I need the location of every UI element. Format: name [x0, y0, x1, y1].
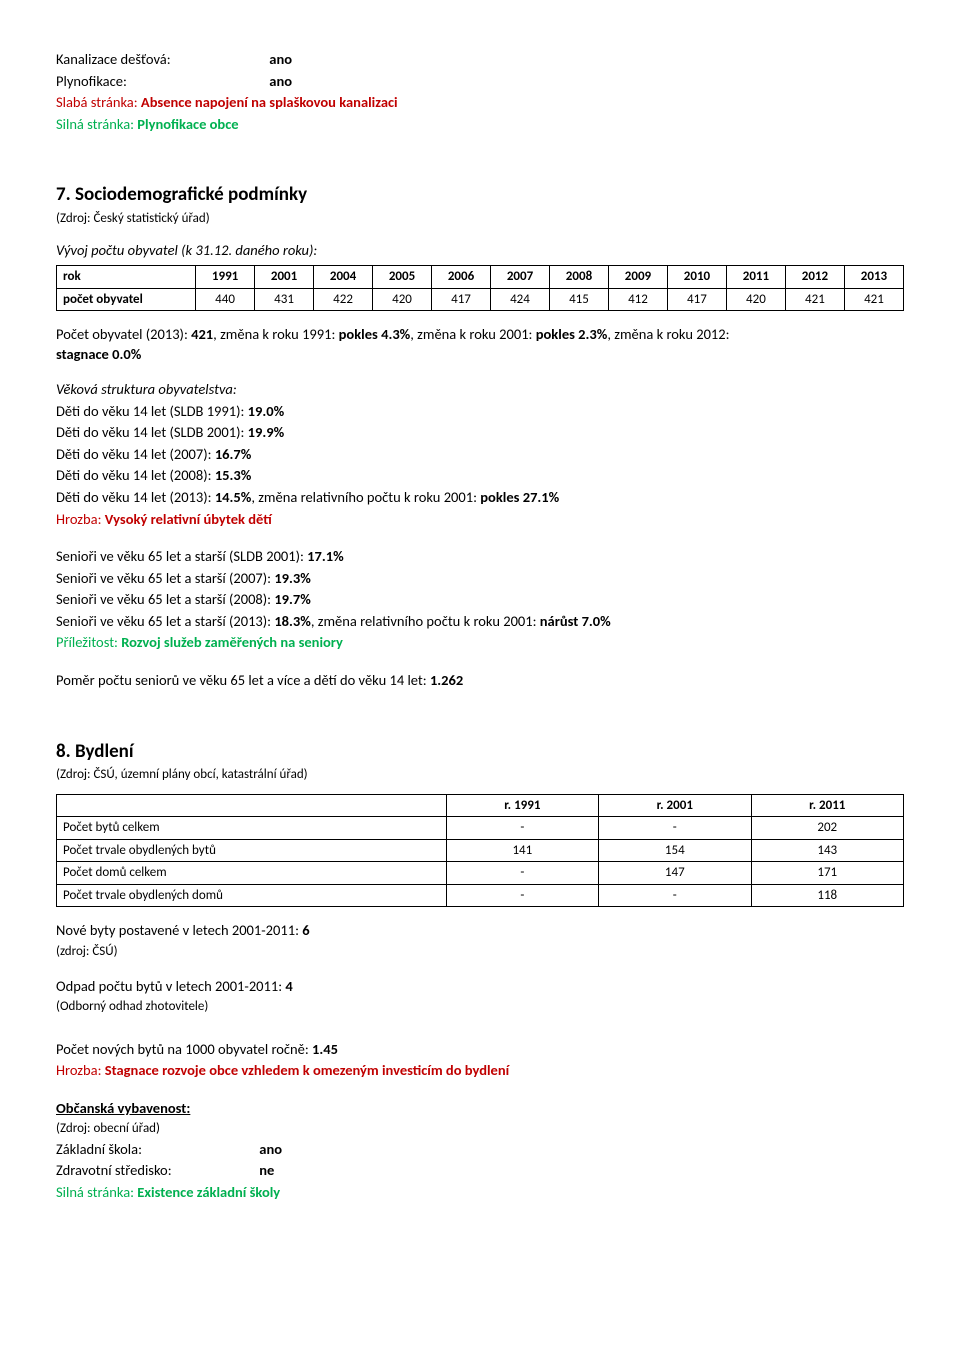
threat-housing: Hrozba: Stagnace rozvoje obce vzhledem k… [56, 1061, 904, 1081]
threat-children: Hrozba: Vysoký relativní úbytek dětí [56, 510, 904, 530]
section7-source: (Zdroj: Český statistický úřad) [56, 210, 904, 228]
age-line: Děti do věku 14 let (SLDB 2001): 19.9% [56, 423, 904, 443]
housing-table: r. 1991 r. 2001 r. 2011 Počet bytů celke… [56, 794, 904, 908]
sewer-label: Kanalizace dešťová: [56, 50, 266, 70]
seniors-line: Senioři ve věku 65 let a starší (2008): … [56, 590, 904, 610]
civic-line: Základní škola: ano [56, 1140, 904, 1160]
seniors-line: Senioři ve věku 65 let a starší (SLDB 20… [56, 547, 904, 567]
new-flats-source: (zdroj: ČSÚ) [56, 943, 904, 961]
civic-source: (Zdroj: obecní úřad) [56, 1120, 904, 1138]
gas-value: ano [269, 72, 292, 90]
strong-prefix: Silná stránka: [56, 115, 137, 133]
sewer-line: Kanalizace dešťová: ano [56, 50, 904, 70]
age-final-line: Děti do věku 14 let (2013): 14.5%, změna… [56, 488, 904, 508]
seniors-final-line: Senioři ve věku 65 let a starší (2013): … [56, 612, 904, 632]
pop-summary: Počet obyvatel (2013): 421, změna k roku… [56, 325, 904, 364]
age-structure-title: Věková struktura obyvatelstva: [56, 380, 904, 400]
table-row: rok 1991 2001 2004 2005 2006 2007 2008 2… [57, 266, 904, 289]
table-row: Počet domů celkem - 147 171 [57, 862, 904, 885]
strong-text: Plynofikace obce [137, 115, 238, 133]
section7-title: 7. Sociodemografické podmínky [56, 182, 904, 208]
table-row: r. 1991 r. 2001 r. 2011 [57, 794, 904, 817]
table-row: Počet trvale obydlených domů - - 118 [57, 884, 904, 907]
sewer-value: ano [269, 50, 292, 68]
table-row: Počet bytů celkem - - 202 [57, 817, 904, 840]
age-line: Děti do věku 14 let (2007): 16.7% [56, 445, 904, 465]
drop-flats-line: Odpad počtu bytů v letech 2001-2011: 4 [56, 977, 904, 997]
seniors-line: Senioři ve věku 65 let a starší (2007): … [56, 569, 904, 589]
civic-line: Zdravotní středisko: ne [56, 1161, 904, 1181]
new-flats-line: Nové byty postavené v letech 2001-2011: … [56, 921, 904, 941]
rate-line: Počet nových bytů na 1000 obyvatel ročně… [56, 1040, 904, 1060]
population-table: rok 1991 2001 2004 2005 2006 2007 2008 2… [56, 265, 904, 311]
section8-source: (Zdroj: ČSÚ, územní plány obcí, katastrá… [56, 766, 904, 784]
age-line: Děti do věku 14 let (2008): 15.3% [56, 466, 904, 486]
weak-prefix: Slabá stránka: [56, 93, 141, 111]
pop-subtitle: Vývoj počtu obyvatel (k 31.12. daného ro… [56, 241, 904, 261]
age-line: Děti do věku 14 let (SLDB 1991): 19.0% [56, 402, 904, 422]
table-row: počet obyvatel 440 431 422 420 417 424 4… [57, 288, 904, 311]
weak-text: Absence napojení na splaškovou kanalizac… [141, 93, 398, 111]
drop-flats-source: (Odborný odhad zhotovitele) [56, 998, 904, 1016]
weak-line: Slabá stránka: Absence napojení na splaš… [56, 93, 904, 113]
ratio-line: Poměr počtu seniorů ve věku 65 let a víc… [56, 671, 904, 691]
gas-label: Plynofikace: [56, 72, 266, 92]
opportunity-seniors: Příležitost: Rozvoj služeb zaměřených na… [56, 633, 904, 653]
gas-line: Plynofikace: ano [56, 72, 904, 92]
row-label: počet obyvatel [57, 288, 196, 311]
row-label: rok [57, 266, 196, 289]
table-row: Počet trvale obydlených bytů 141 154 143 [57, 839, 904, 862]
section8-title: 8. Bydlení [56, 739, 904, 765]
civic-title: Občanská vybavenost: [56, 1099, 904, 1119]
strong-line: Silná stránka: Plynofikace obce [56, 115, 904, 135]
strong-school: Silná stránka: Existence základní školy [56, 1183, 904, 1203]
